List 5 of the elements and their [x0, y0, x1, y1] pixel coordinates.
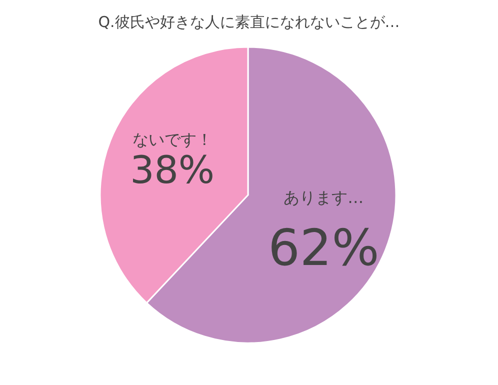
data-label: 62%: [268, 218, 380, 277]
data-label: 38%: [130, 148, 215, 192]
slice-label: あります…: [284, 188, 364, 207]
chart-title: Q.彼氏や好きな人に素直になれないことが…: [98, 13, 400, 31]
slice-label: ないです！: [132, 130, 212, 150]
